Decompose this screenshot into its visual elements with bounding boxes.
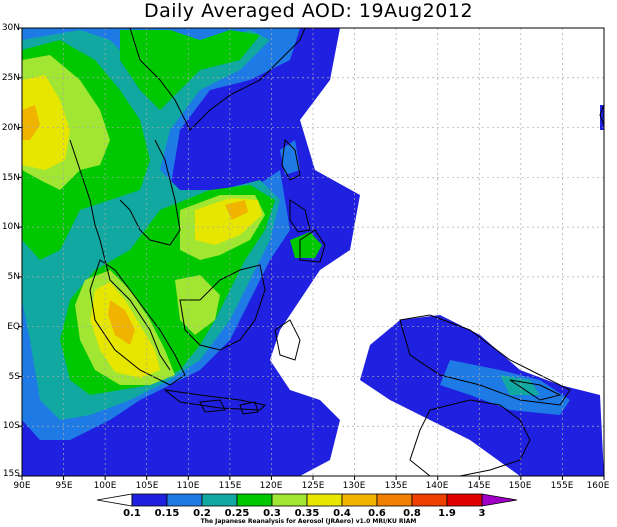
- x-label: 155E: [550, 481, 574, 491]
- colorbar-label: 0.4: [333, 508, 351, 519]
- x-label: 160E: [586, 481, 610, 491]
- y-label: 10N: [1, 222, 20, 232]
- y-label: 30N: [1, 23, 20, 33]
- y-label: EQ: [7, 322, 20, 332]
- y-label: 5S: [8, 372, 20, 382]
- x-label: 90E: [13, 481, 31, 491]
- colorbar-swatch: [96, 493, 133, 507]
- y-label: 15N: [1, 173, 20, 183]
- y-label: 25N: [1, 73, 20, 83]
- colorbar-swatch: [131, 493, 168, 507]
- y-label: 15S: [2, 469, 20, 479]
- colorbar-swatch: [411, 493, 448, 507]
- colorbar-swatch: [306, 493, 343, 507]
- x-label: 100E: [93, 481, 117, 491]
- colorbar-label: 0.1: [123, 508, 141, 519]
- x-label: 115E: [218, 481, 242, 491]
- map-title: Daily Averaged AOD: 19Aug2012: [143, 0, 474, 22]
- colorbar-swatch: [341, 493, 378, 507]
- x-label: 110E: [176, 481, 200, 491]
- aod-field-0.4: [22, 75, 262, 378]
- colorbar-label: 0.6: [368, 508, 386, 519]
- colorbar-swatch: [481, 493, 518, 507]
- y-label: 5N: [7, 272, 20, 282]
- colorbar-label: 0.3: [263, 508, 281, 519]
- x-label: 145E: [467, 481, 491, 491]
- y-label: 10S: [2, 421, 20, 431]
- colorbar-swatch: [446, 493, 483, 507]
- credit-line: The Japanese Reanalysis for Aerosol (JRA…: [200, 518, 417, 525]
- x-label: 135E: [384, 481, 408, 491]
- grid: [22, 28, 604, 476]
- colorbar-label: 0.35: [294, 508, 320, 519]
- colorbar-swatch: [376, 493, 413, 507]
- colorbar-label: 1.9: [438, 508, 456, 519]
- coastline: [69, 28, 604, 476]
- colorbar-label: 0.15: [154, 508, 180, 519]
- colorbar-label: 3: [478, 508, 486, 519]
- x-label: 125E: [301, 481, 325, 491]
- x-label: 140E: [425, 481, 449, 491]
- x-label: 95E: [55, 481, 73, 491]
- colorbar-label: 0.2: [193, 508, 211, 519]
- aod-field-0.6: [22, 105, 248, 345]
- x-label: 105E: [135, 481, 159, 491]
- colorbar-label: 0.25: [224, 508, 250, 519]
- colorbar-label: 0.8: [403, 508, 421, 519]
- y-label: 20N: [1, 123, 20, 133]
- colorbar-swatch: [236, 493, 273, 507]
- colorbar-swatch: [166, 493, 203, 507]
- colorbar-swatch: [201, 493, 238, 507]
- x-label: 120E: [259, 481, 283, 491]
- x-label: 150E: [508, 481, 532, 491]
- colorbar-swatch: [271, 493, 308, 507]
- x-label: 130E: [342, 481, 366, 491]
